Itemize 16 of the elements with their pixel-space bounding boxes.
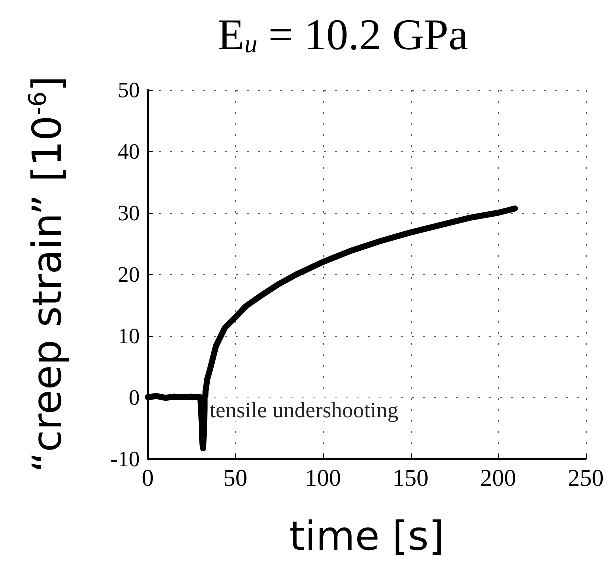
- x-tick-label: 100: [305, 466, 342, 492]
- x-tick-label: 150: [392, 466, 429, 492]
- y-tick-label: 50: [118, 78, 140, 102]
- y-tick-label: 20: [118, 262, 140, 287]
- x-tick-label: 250: [568, 466, 604, 492]
- y-tick-label: 0: [129, 385, 140, 410]
- x-tick-label: 50: [224, 466, 248, 492]
- annotation: tensile undershooting: [210, 397, 399, 422]
- x-tick-label: 200: [480, 466, 516, 492]
- x-axis-title: time [s]: [289, 514, 445, 560]
- y-axis-title: “creep strain” [10-6]: [24, 76, 71, 473]
- chart-title: Eu = 10.2 GPa: [218, 10, 468, 60]
- y-tick-label: 40: [118, 139, 140, 164]
- y-tick-label: 10: [118, 324, 140, 348]
- y-tick-label: -10: [110, 446, 140, 472]
- y-tick-label: 30: [118, 200, 140, 226]
